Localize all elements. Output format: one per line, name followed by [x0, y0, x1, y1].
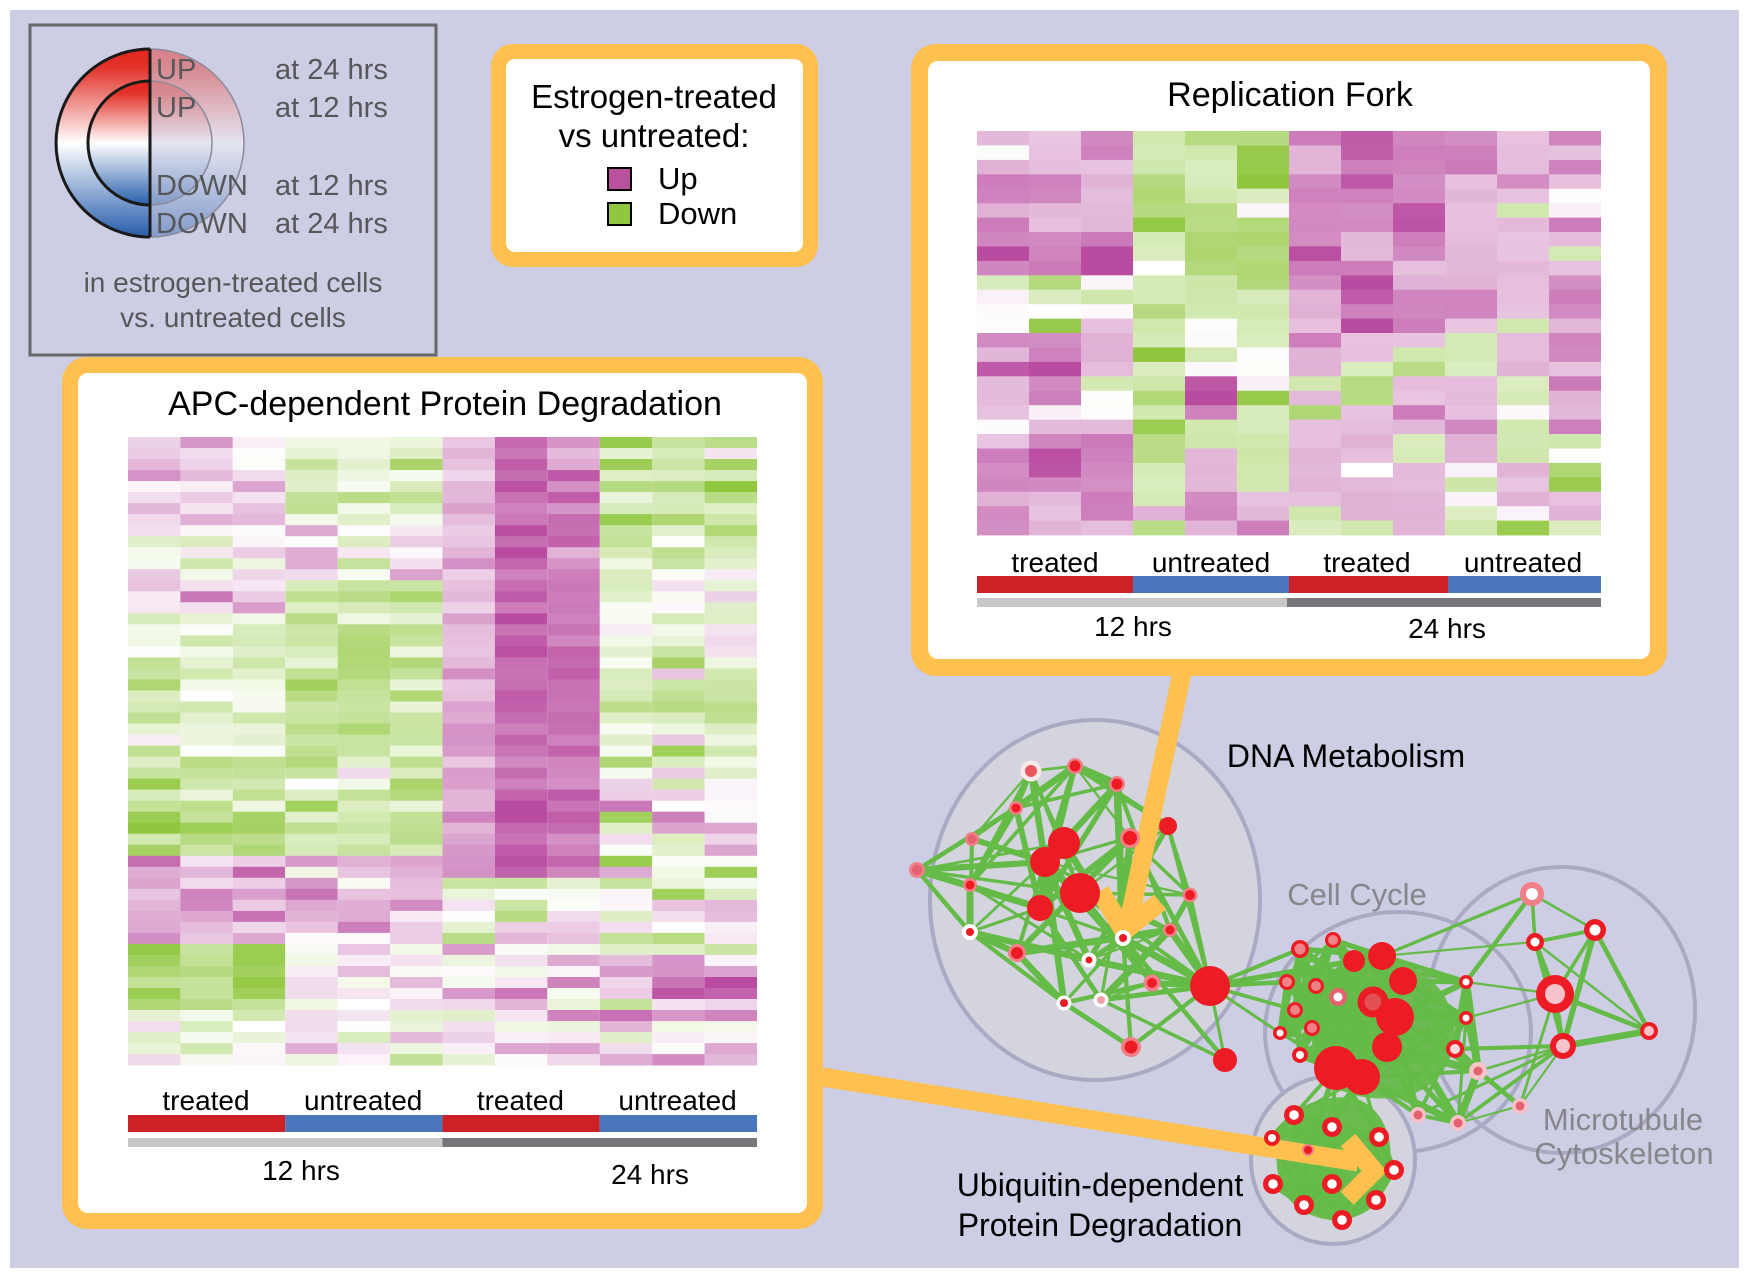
svg-text:untreated: untreated [304, 1085, 422, 1116]
svg-text:UP: UP [156, 54, 196, 86]
svg-text:Down: Down [658, 196, 737, 231]
svg-text:APC-dependent Protein Degradat: APC-dependent Protein Degradation [168, 385, 722, 423]
svg-text:at 12 hrs: at 12 hrs [275, 92, 388, 124]
svg-text:vs untreated:: vs untreated: [559, 117, 750, 154]
svg-text:in estrogen-treated cells: in estrogen-treated cells [84, 267, 383, 298]
svg-text:UP: UP [156, 92, 196, 124]
svg-text:treated: treated [1011, 547, 1098, 578]
svg-text:DNA Metabolism: DNA Metabolism [1227, 738, 1465, 774]
svg-text:treated: treated [1323, 547, 1410, 578]
svg-text:untreated: untreated [618, 1085, 736, 1116]
svg-text:treated: treated [477, 1085, 564, 1116]
svg-text:untreated: untreated [1152, 547, 1270, 578]
svg-text:Replication Fork: Replication Fork [1167, 76, 1414, 114]
svg-text:Ubiquitin-dependent: Ubiquitin-dependent [957, 1167, 1244, 1203]
svg-text:DOWN: DOWN [156, 170, 248, 202]
svg-text:Protein Degradation: Protein Degradation [958, 1207, 1243, 1243]
svg-text:Estrogen-treated: Estrogen-treated [531, 78, 777, 115]
svg-text:at 24 hrs: at 24 hrs [275, 208, 388, 240]
svg-text:at 12 hrs: at 12 hrs [275, 170, 388, 202]
svg-text:untreated: untreated [1464, 547, 1582, 578]
svg-text:vs. untreated cells: vs. untreated cells [120, 302, 346, 333]
svg-text:12 hrs: 12 hrs [1094, 611, 1172, 642]
svg-text:treated: treated [162, 1085, 249, 1116]
svg-text:Cytoskeleton: Cytoskeleton [1534, 1136, 1713, 1171]
svg-text:12 hrs: 12 hrs [262, 1155, 340, 1186]
svg-text:24 hrs: 24 hrs [1408, 613, 1486, 644]
svg-text:DOWN: DOWN [156, 208, 248, 240]
svg-text:Cell Cycle: Cell Cycle [1287, 877, 1427, 912]
svg-text:Up: Up [658, 161, 698, 196]
svg-text:Microtubule: Microtubule [1543, 1102, 1703, 1137]
svg-text:at 24 hrs: at 24 hrs [275, 54, 388, 86]
svg-text:24 hrs: 24 hrs [611, 1159, 689, 1190]
